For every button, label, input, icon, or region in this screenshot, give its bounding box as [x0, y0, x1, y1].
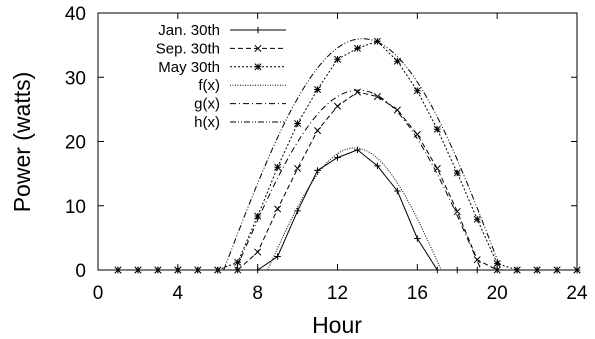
data-point-2: [353, 44, 362, 52]
data-point-0: [374, 162, 381, 170]
data-point-1: [493, 266, 501, 274]
data-point-1: [254, 248, 262, 256]
data-point-2: [393, 57, 401, 65]
data-point-2: [553, 266, 561, 274]
data-point-0: [394, 187, 401, 195]
data-point-2: [154, 266, 162, 274]
data-point-0: [274, 253, 281, 260]
data-point-2: [234, 258, 242, 266]
data-point-0: [454, 266, 461, 274]
data-point-1: [413, 130, 421, 138]
y-tick-label: 20: [65, 133, 86, 154]
data-point-1: [473, 256, 481, 264]
data-point-1: [274, 205, 282, 213]
legend-label-0: Jan. 30th: [158, 22, 220, 39]
x-axis-title: Hour: [312, 312, 362, 338]
data-point-2: [473, 215, 481, 223]
series-line-1: [118, 91, 577, 271]
legend-label-5: h(x): [194, 114, 220, 131]
series-line-3: [267, 147, 442, 271]
data-point-2: [274, 163, 282, 171]
data-point-2: [373, 37, 381, 45]
legend-label-2: May 30th: [158, 59, 220, 76]
data-point-2: [294, 119, 302, 128]
data-point-2: [114, 266, 122, 274]
x-tick-label: 16: [407, 283, 428, 304]
data-point-1: [294, 164, 302, 173]
x-tick-label: 12: [327, 283, 348, 304]
data-point-0: [334, 154, 341, 161]
data-point-2: [533, 266, 541, 274]
y-tick-label: 0: [75, 261, 86, 282]
x-tick-label: 20: [487, 283, 508, 304]
data-point-2: [453, 169, 461, 177]
data-point-1: [234, 266, 242, 274]
legend-marker-1: [254, 44, 262, 52]
data-point-2: [134, 266, 142, 274]
legend-label-1: Sep. 30th: [156, 40, 220, 57]
data-point-2: [573, 266, 581, 274]
data-point-0: [434, 266, 441, 274]
data-point-1: [313, 127, 322, 135]
data-point-2: [194, 266, 202, 274]
legend-label-3: f(x): [198, 77, 220, 94]
data-point-1: [333, 102, 342, 110]
x-tick-label: 24: [566, 283, 588, 304]
data-point-1: [393, 106, 401, 114]
data-point-2: [433, 125, 441, 133]
legend-label-4: g(x): [194, 96, 220, 113]
data-point-0: [254, 266, 261, 274]
y-axis-title: Power (watts): [9, 72, 35, 213]
legend-marker-0: [254, 26, 262, 34]
legend-marker-2: [254, 63, 262, 71]
series-line-4: [235, 89, 482, 271]
series-line-2: [118, 40, 577, 271]
y-tick-label: 10: [65, 197, 86, 218]
data-point-2: [513, 266, 521, 274]
series-line-0: [118, 149, 577, 271]
data-point-0: [474, 266, 481, 274]
x-tick-label: 4: [173, 283, 184, 304]
data-point-2: [174, 266, 182, 274]
y-tick-label: 30: [65, 68, 86, 89]
x-tick-label: 0: [93, 283, 104, 304]
data-point-2: [413, 87, 421, 95]
data-point-2: [214, 266, 222, 274]
data-point-1: [453, 207, 461, 216]
data-point-2: [493, 260, 501, 268]
data-point-2: [333, 55, 342, 63]
data-point-0: [414, 235, 421, 242]
data-point-0: [314, 167, 321, 174]
y-tick-label: 40: [65, 4, 86, 25]
x-tick-label: 8: [252, 283, 263, 304]
data-point-2: [313, 85, 322, 94]
data-point-2: [254, 212, 262, 220]
